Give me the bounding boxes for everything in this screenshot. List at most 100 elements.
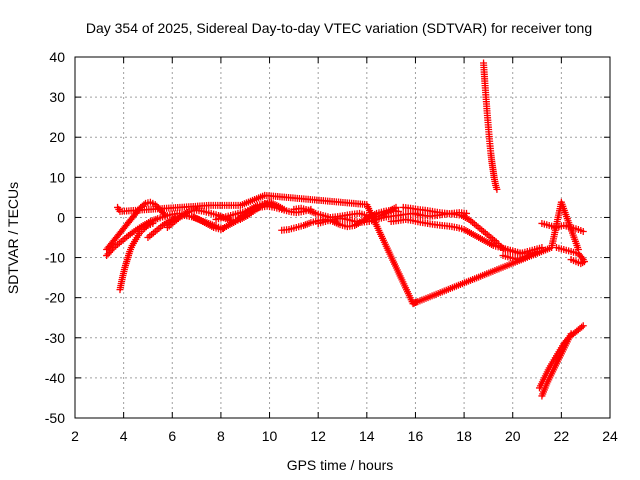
data-point-fill — [443, 222, 451, 230]
y-tick-label: -50 — [45, 410, 65, 426]
data-point-fill — [125, 250, 133, 258]
data-point-fill — [200, 218, 208, 226]
data-point-fill — [302, 206, 310, 214]
data-point-fill — [576, 324, 584, 332]
data-point-fill — [341, 215, 349, 223]
data-point-fill — [404, 204, 412, 212]
data-point-fill — [130, 228, 138, 236]
series-arc-m — [480, 59, 501, 193]
data-point-fill — [492, 183, 500, 191]
data-point-fill — [556, 352, 564, 360]
x-tick-label: 2 — [71, 428, 79, 444]
data-point-fill — [125, 218, 132, 226]
data-point-fill — [123, 233, 131, 241]
data-point-fill — [480, 237, 488, 245]
data-point-fill — [134, 231, 142, 239]
data-point-fill — [547, 372, 555, 380]
x-tick-label: 20 — [505, 428, 521, 444]
data-point-fill — [438, 211, 446, 219]
data-point-fill — [478, 226, 486, 234]
data-point-fill — [485, 232, 493, 240]
data-point-fill — [377, 214, 385, 222]
data-point-fill — [176, 213, 184, 221]
data-point-fill — [283, 226, 291, 234]
data-point-fill — [169, 219, 177, 227]
data-point-fill — [466, 228, 474, 236]
series-arc-r — [567, 256, 588, 268]
data-point-fill — [268, 203, 276, 211]
data-point-fill — [290, 224, 298, 232]
data-point-fill — [543, 221, 551, 229]
data-point-fill — [577, 253, 585, 261]
data-point-fill — [421, 219, 429, 227]
y-tick-label: -40 — [45, 370, 65, 386]
data-point-fill — [504, 253, 512, 261]
data-point-fill — [557, 245, 565, 253]
x-tick-label: 8 — [217, 428, 225, 444]
data-point-fill — [239, 208, 247, 216]
y-tick-label: 30 — [49, 89, 65, 105]
data-point-fill — [152, 215, 160, 223]
series-arc-q — [553, 244, 587, 264]
data-point-fill — [574, 243, 582, 251]
data-point-fill — [297, 222, 305, 230]
data-point-fill — [120, 266, 128, 274]
data-point-fill — [450, 223, 458, 231]
data-point-fill — [570, 257, 578, 265]
x-tick-label: 10 — [262, 428, 278, 444]
data-point-fill — [183, 208, 191, 216]
data-point-fill — [506, 247, 514, 255]
series-arc-n — [494, 242, 546, 258]
x-tick-label: 18 — [456, 428, 472, 444]
y-tick-label: 0 — [57, 209, 65, 225]
series-arc-t — [538, 330, 575, 400]
data-point-fill — [107, 247, 115, 255]
data-point-fill — [566, 332, 574, 340]
series-arc-c — [116, 219, 157, 294]
data-point-fill — [127, 244, 135, 252]
x-tick-label: 22 — [554, 428, 570, 444]
data-point-fill — [108, 245, 116, 253]
grid — [75, 57, 610, 418]
data-point-fill — [115, 239, 123, 247]
data-point-fill — [208, 222, 216, 230]
data-point-fill — [565, 247, 573, 255]
series-arc-a — [103, 198, 169, 254]
series-scatter — [114, 191, 582, 308]
y-tick-label: -20 — [45, 290, 65, 306]
data-point-fill — [487, 241, 495, 249]
data-point-fill — [141, 224, 149, 232]
data-point-fill — [142, 223, 150, 231]
data-point-fill — [275, 205, 283, 213]
series-arc-e — [163, 198, 288, 231]
data-point-fill — [253, 204, 261, 212]
data-point-fill — [110, 237, 118, 245]
data-point-fill — [552, 362, 560, 370]
data-point-fill — [234, 201, 242, 209]
data-point-fill — [157, 223, 165, 231]
data-point-fill — [149, 229, 157, 237]
data-point-fill — [360, 211, 368, 219]
data-point-fill — [326, 216, 334, 224]
data-point-fill — [246, 206, 254, 214]
data-point-fill — [137, 227, 145, 235]
data-point-fill — [492, 238, 500, 246]
y-tick-label: 10 — [49, 169, 65, 185]
data-point-fill — [146, 220, 154, 228]
data-point-fill — [222, 222, 230, 230]
data-point-fill — [319, 218, 327, 226]
data-point-fill — [473, 232, 481, 240]
data-point-fill — [118, 276, 126, 284]
data-point-fill — [385, 213, 393, 221]
y-tick-label: 20 — [49, 129, 65, 145]
data-point-fill — [317, 211, 325, 219]
series-arc-l — [411, 209, 471, 220]
data-point-fill — [431, 212, 439, 220]
data-point-fill — [123, 258, 131, 266]
data-point-fill — [490, 173, 498, 181]
data-point-fill — [310, 209, 318, 217]
data-point-fill — [571, 328, 579, 336]
data-point-fill — [224, 212, 232, 220]
series-arc-p — [538, 219, 587, 235]
data-point-fill — [458, 225, 466, 233]
